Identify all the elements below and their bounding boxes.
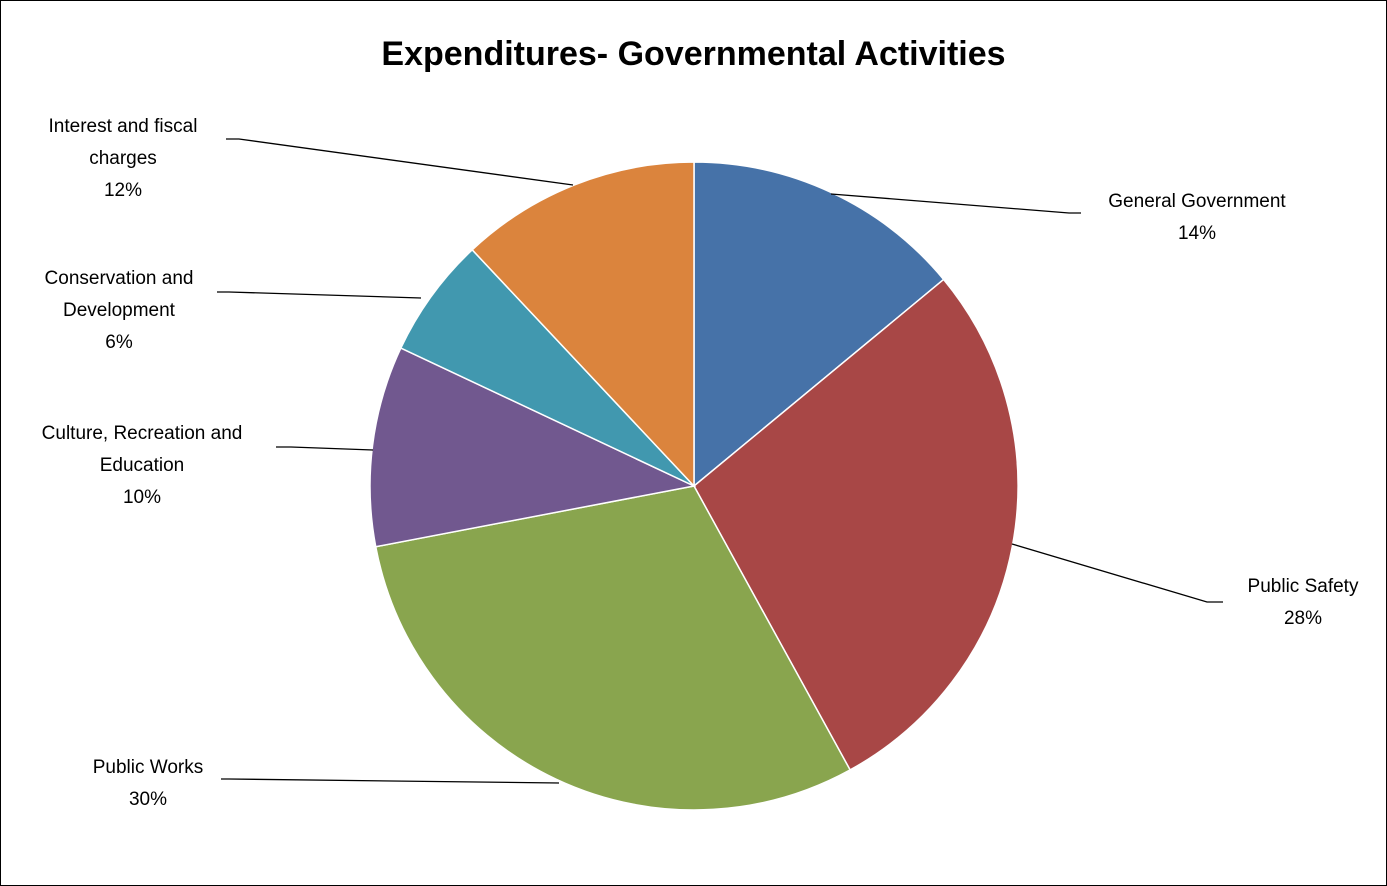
data-label-percent: 6% [105,332,133,353]
data-label-percent: 14% [1178,223,1216,244]
leader-line-public-safety [1011,543,1223,603]
data-label-public-safety: Public Safety 28% [1248,576,1359,629]
data-label-category: Public Safety [1248,576,1359,597]
data-label-category: General Government [1108,191,1286,212]
pie-slice-interest-and-fiscal-charges [471,161,695,488]
data-label-percent: 10% [123,487,161,508]
leader-line-public-works [221,778,560,784]
data-label-category: Development [63,300,176,321]
data-label-category: Conservation and [45,268,194,289]
data-label-conservation-and-development: Conservation and Development 6% [45,268,194,353]
data-label-percent: 28% [1284,608,1322,629]
leader-line-interest-and-fiscal-charges [226,138,574,186]
data-label-interest-and-fiscal-charges: Interest and fiscal charges 12% [49,116,198,201]
data-label-public-works: Public Works 30% [93,757,204,810]
pie-slice-culture-recreation-and-education [369,347,697,548]
leader-line-culture-recreation-and-education [276,446,374,451]
data-label-culture-recreation-and-education: Culture, Recreation and Education 10% [42,423,243,508]
data-label-category: Culture, Recreation and [42,423,243,444]
data-label-category: Public Works [93,757,204,778]
data-label-percent: 30% [129,789,167,810]
leader-line-general-government [830,193,1081,214]
leader-line-conservation-and-development [217,291,422,299]
data-label-general-government: General Government 14% [1108,191,1286,244]
chart-title: Expenditures- Governmental Activities [381,35,1006,73]
pie-slice-public-safety [693,278,1019,771]
data-label-category: charges [89,148,157,169]
data-label-percent: 12% [104,180,142,201]
data-label-category: Education [100,455,185,476]
pie-slice-public-works [374,485,852,811]
pie-slice-conservation-and-development [399,248,695,487]
pie-slice-general-government [693,161,945,488]
data-label-category: Interest and fiscal [49,116,198,137]
